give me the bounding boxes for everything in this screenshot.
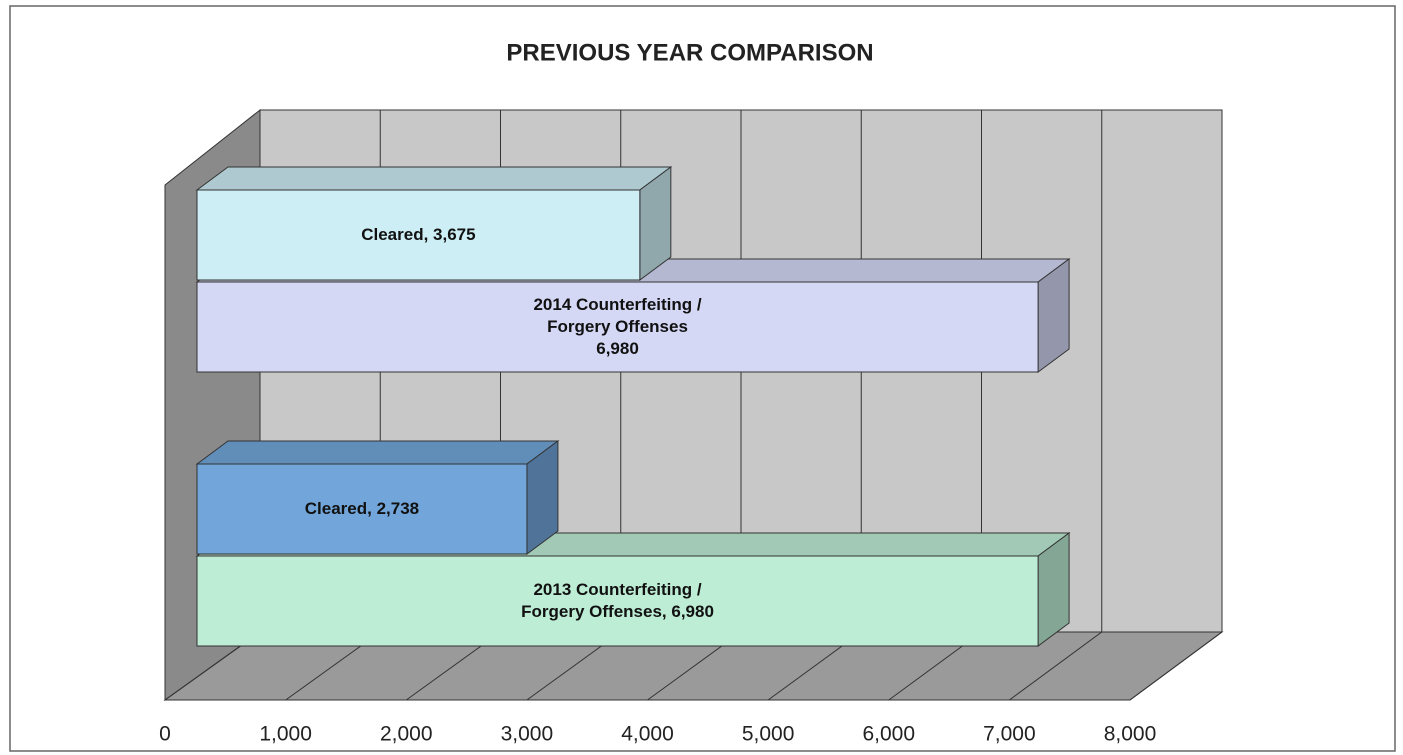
x-tick-label: 5,000 [742,723,795,746]
x-tick-label: 6,000 [862,723,915,746]
bar [196,555,1039,647]
bar [196,463,528,555]
bar-top [195,440,560,465]
x-tick-label: 4,000 [621,723,674,746]
x-tick-label: 8,000 [1104,723,1157,746]
data-label: Cleared, 2,738 [304,499,420,518]
x-tick-label: 0 [159,723,171,746]
bar-top [195,166,673,191]
x-tick-label: 1,000 [259,723,312,746]
x-tick-label: 3,000 [501,723,554,746]
x-tick-label: 7,000 [983,723,1036,746]
floor-line [1129,631,1223,701]
chart-title: PREVIOUS YEAR COMPARISON [506,39,873,66]
floor-line [1009,631,1103,701]
bar [196,189,641,281]
bar [196,281,1039,373]
data-label: 2013 Counterfeiting / Forgery Offenses, … [521,580,714,621]
data-label: Cleared, 3,675 [361,225,476,244]
data-label: 2014 Counterfeiting / Forgery Offenses 6… [533,295,702,358]
x-tick-label: 2,000 [380,723,433,746]
